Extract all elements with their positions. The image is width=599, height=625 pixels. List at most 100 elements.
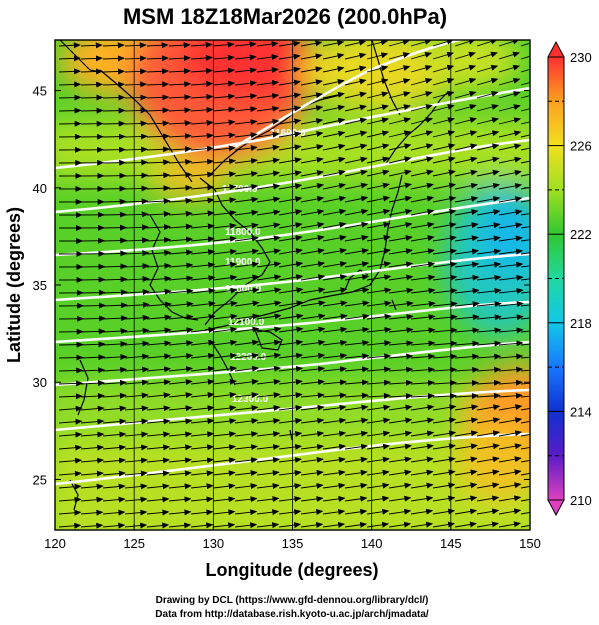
wind-arrow: [322, 117, 346, 125]
wind-arrow: [234, 235, 259, 242]
wind-arrow: [366, 521, 390, 528]
wind-arrow: [102, 470, 126, 477]
wind-arrow: [124, 522, 148, 529]
wind-arrow: [234, 170, 259, 177]
wind-arrow: [388, 482, 412, 489]
wind-arrow: [212, 210, 237, 216]
wind-arrow: [454, 40, 476, 47]
wind-arrow: [124, 366, 150, 373]
wind-arrow: [256, 54, 279, 61]
wind-arrow: [168, 418, 193, 425]
wind-arrow: [410, 495, 434, 502]
wind-arrow: [278, 392, 303, 399]
wind-arrow: [454, 156, 478, 164]
wind-arrow: [322, 353, 348, 359]
wind-arrow: [146, 55, 169, 62]
wind-arrow: [80, 94, 104, 101]
wind-arrow: [146, 224, 171, 231]
wind-arrow: [498, 366, 524, 373]
x-tick-label: 140: [361, 536, 383, 551]
wind-arrow: [146, 327, 172, 334]
contour-label: 11600.0: [270, 128, 306, 139]
wind-arrow: [366, 130, 390, 138]
wind-arrow: [190, 288, 216, 294]
wind-arrow: [432, 353, 458, 360]
wind-arrow: [212, 171, 237, 178]
wind-arrow: [146, 522, 170, 529]
wind-arrow: [234, 509, 258, 516]
wind-arrow: [366, 379, 391, 386]
wind-arrow: [102, 68, 126, 75]
wind-arrow: [300, 379, 325, 386]
wind-arrow: [366, 117, 390, 125]
wind-arrow: [454, 495, 478, 502]
wind-arrow: [278, 417, 303, 424]
x-axis: 120 125 130 135 140 145 150: [44, 524, 541, 551]
wind-arrow: [234, 93, 258, 100]
wind-arrow: [322, 313, 348, 320]
wind-arrow: [476, 314, 502, 321]
wind-arrow: [234, 339, 260, 346]
wind-arrow: [168, 457, 192, 464]
wind-arrow: [124, 81, 148, 88]
wind-arrow: [212, 222, 237, 229]
y-tick-label: 35: [33, 278, 47, 293]
wind-arrow: [190, 457, 214, 464]
wind-arrow: [432, 104, 455, 112]
wind-arrow: [300, 443, 325, 450]
wind-arrow: [80, 509, 104, 516]
wind-arrow: [124, 379, 149, 386]
wind-arrow: [256, 183, 281, 190]
wind-arrow: [256, 196, 281, 203]
x-axis-label: Longitude (degrees): [205, 560, 378, 580]
wind-arrow: [168, 133, 192, 140]
wind-arrow: [498, 222, 523, 229]
wind-arrow: [344, 353, 370, 360]
wind-arrow: [498, 182, 523, 190]
wind-arrow: [212, 261, 238, 268]
wind-arrow: [520, 317, 530, 320]
wind-arrow: [410, 443, 434, 450]
wind-arrow: [476, 64, 499, 73]
wind-arrow: [520, 55, 530, 60]
wind-arrow: [366, 235, 391, 242]
y-tick-label: 30: [33, 375, 47, 390]
wind-arrow: [300, 326, 326, 333]
wind-arrow: [256, 67, 279, 73]
wind-arrow: [124, 237, 150, 244]
wind-arrow: [432, 248, 458, 255]
wind-arrow: [80, 276, 106, 283]
wind-arrow: [212, 287, 238, 294]
wind-arrow: [300, 144, 324, 151]
wind-arrow: [432, 169, 456, 177]
wind-arrow: [102, 457, 126, 464]
wind-arrow: [520, 485, 530, 489]
wind-arrow: [58, 55, 81, 62]
wind-arrow: [212, 378, 237, 385]
wind-arrow: [146, 457, 170, 464]
wind-arrow: [366, 313, 392, 320]
wind-arrow: [366, 274, 392, 281]
wind-arrow: [278, 157, 302, 164]
wind-arrow: [410, 104, 433, 112]
wind-arrow: [366, 469, 390, 476]
wind-arrow: [190, 106, 214, 113]
wind-arrow: [256, 118, 280, 125]
wind-arrow: [520, 147, 530, 151]
wind-arrow: [344, 469, 368, 476]
wind-arrow: [366, 327, 392, 333]
wind-arrow: [58, 522, 82, 529]
wind-arrow: [300, 417, 325, 424]
wind-arrow: [344, 78, 367, 86]
wind-arrow: [388, 404, 413, 411]
wind-arrow: [146, 198, 171, 205]
wind-arrow: [168, 55, 191, 62]
colorbar: 210 214 218 222 226 230: [547, 40, 592, 517]
wind-arrow: [234, 392, 259, 398]
x-tick-label: 150: [519, 536, 541, 551]
wind-arrow: [168, 184, 193, 191]
wind-arrow: [234, 418, 259, 424]
wind-arrow: [212, 496, 236, 503]
wind-arrow: [520, 42, 530, 47]
wind-arrow: [366, 65, 389, 73]
